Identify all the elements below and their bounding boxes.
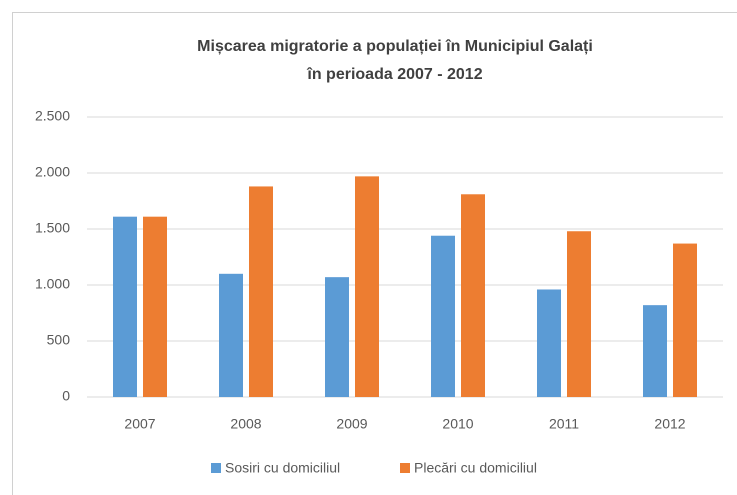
bar	[113, 216, 137, 397]
legend-label: Sosiri cu domiciliul	[225, 460, 340, 476]
bar	[143, 216, 167, 397]
bar	[325, 277, 349, 397]
y-tick-label: 500	[47, 332, 71, 348]
x-tick-label: 2012	[654, 416, 685, 432]
y-tick-label: 1.000	[35, 276, 70, 292]
bar	[537, 289, 561, 397]
y-tick-label: 2.000	[35, 164, 70, 180]
x-tick-label: 2009	[336, 416, 367, 432]
bar	[567, 231, 591, 397]
chart-title: în perioada 2007 - 2012	[306, 66, 482, 83]
chart-title: Mișcarea migratorie a populației în Muni…	[197, 38, 593, 55]
chart-border	[12, 12, 737, 495]
legend-swatch	[400, 463, 410, 473]
x-tick-label: 2007	[124, 416, 155, 432]
x-tick-label: 2011	[549, 416, 579, 432]
bar	[355, 176, 379, 397]
y-tick-label: 2.500	[35, 108, 70, 124]
x-tick-label: 2008	[230, 416, 261, 432]
x-tick-label: 2010	[442, 416, 473, 432]
legend-label: Plecări cu domiciliul	[414, 460, 537, 476]
bar	[249, 186, 273, 397]
legend-swatch	[211, 463, 221, 473]
bar	[431, 235, 455, 397]
y-tick-label: 0	[62, 388, 70, 404]
bar	[461, 194, 485, 397]
bar	[643, 305, 667, 397]
y-tick-label: 1.500	[35, 220, 70, 236]
bar	[673, 243, 697, 397]
bar	[219, 273, 243, 397]
